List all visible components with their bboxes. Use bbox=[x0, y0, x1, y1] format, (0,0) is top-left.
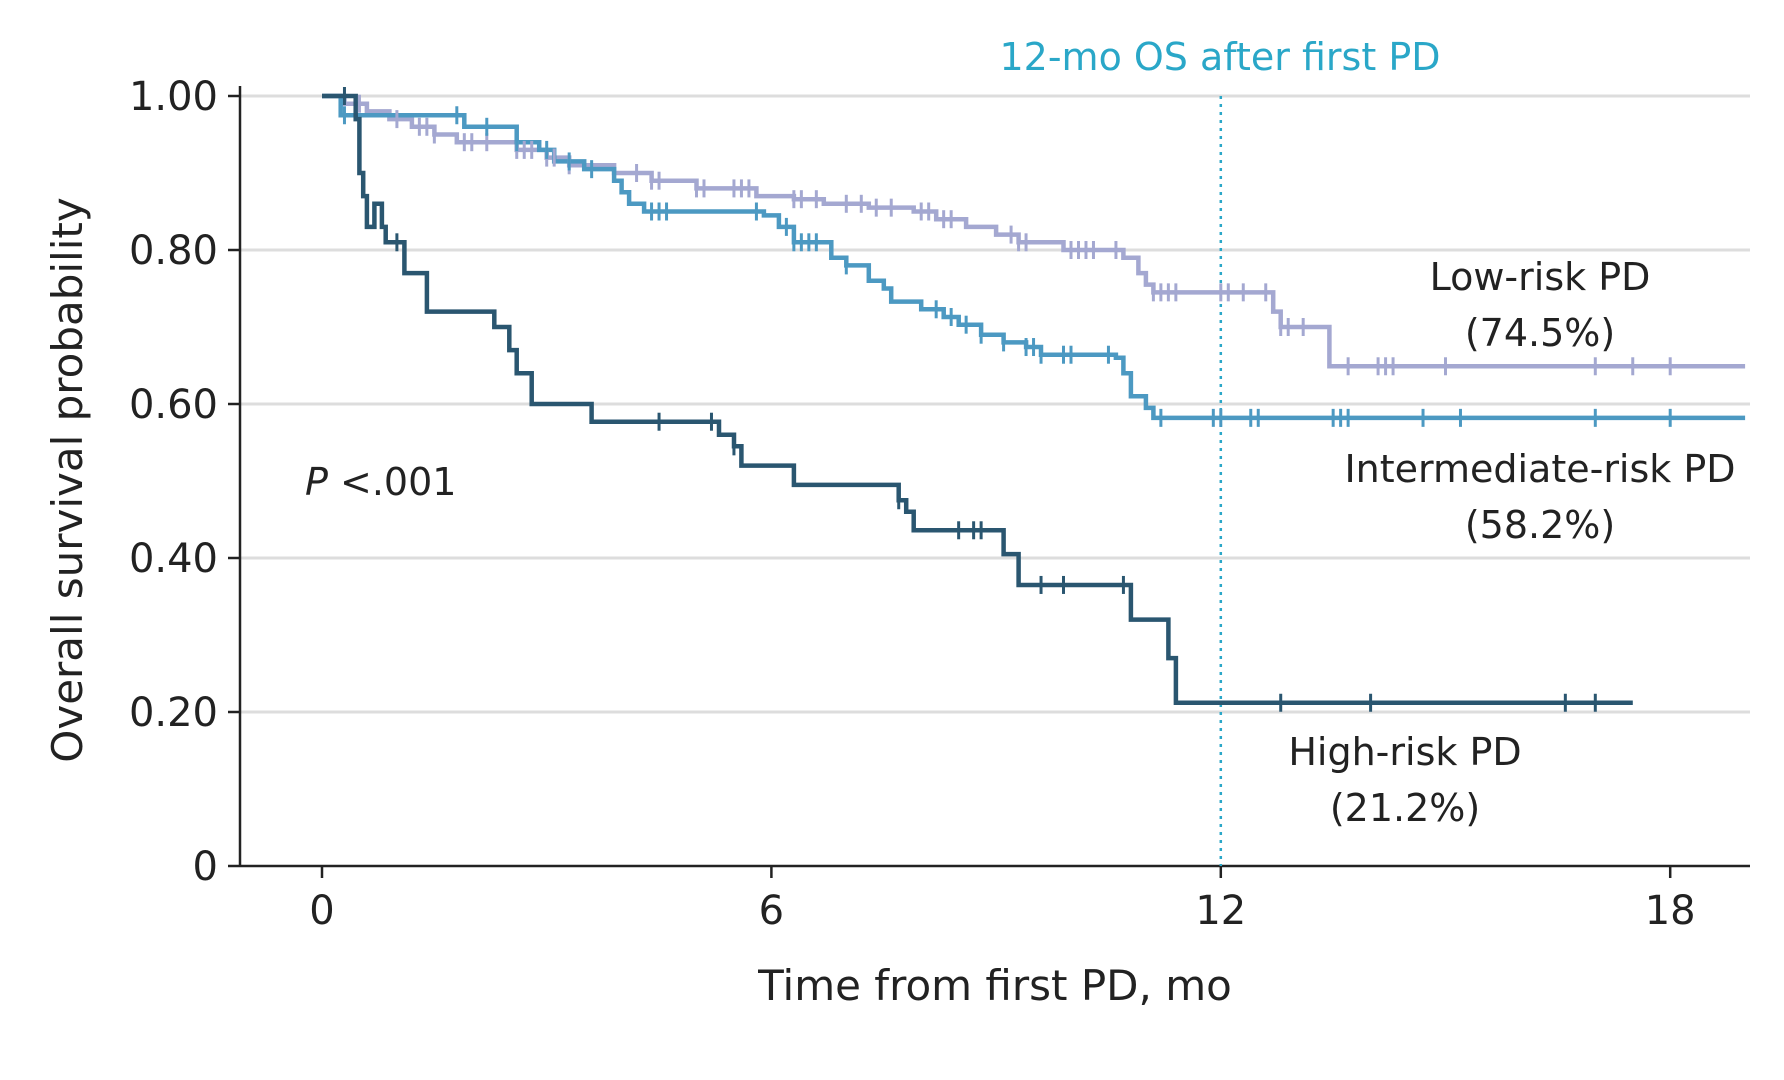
y-tick-label-0: 0 bbox=[193, 844, 218, 890]
series-label-intermediate-risk-pd-line2: (58.2%) bbox=[1465, 503, 1615, 547]
p-value-italic: P bbox=[305, 460, 328, 504]
series-label-high-risk-pd-line1: High-risk PD bbox=[1288, 730, 1521, 774]
series-label-low-risk-pd-line1: Low-risk PD bbox=[1430, 255, 1651, 299]
p-value-annotation: P <.001 bbox=[305, 460, 456, 504]
reference-line-label: 12-mo OS after first PD bbox=[999, 35, 1440, 79]
x-tick-label-2: 12 bbox=[1195, 888, 1246, 934]
x-axis-title: Time from first PD, mo bbox=[757, 961, 1232, 1010]
y-tick-label-1: 0.20 bbox=[129, 690, 218, 736]
y-tick-label-4: 0.80 bbox=[129, 228, 218, 274]
series-label-low-risk-pd-line2: (74.5%) bbox=[1465, 311, 1615, 355]
y-tick-label-5: 1.00 bbox=[129, 74, 218, 120]
x-tick-label-0: 0 bbox=[309, 888, 334, 934]
x-tick-label-1: 6 bbox=[759, 888, 784, 934]
y-tick-label-3: 0.60 bbox=[129, 382, 218, 428]
survival-curves bbox=[322, 93, 1746, 706]
grid-lines bbox=[240, 94, 1750, 714]
series-label-high-risk-pd-line2: (21.2%) bbox=[1330, 786, 1480, 830]
series-labels: Low-risk PD (74.5%) Intermediate-risk PD (5… bbox=[1288, 255, 1735, 830]
curve-high-risk-pd bbox=[322, 93, 1633, 706]
x-tick-label-3: 18 bbox=[1645, 888, 1696, 934]
curve-intermediate-risk-pd bbox=[322, 93, 1746, 421]
y-axis-title: Overall survival probability bbox=[43, 197, 92, 762]
series-label-intermediate-risk-pd-line1: Intermediate-risk PD bbox=[1344, 447, 1735, 491]
censor-marks bbox=[342, 87, 1672, 712]
y-tick-label-2: 0.40 bbox=[129, 536, 218, 582]
p-value-rest: <.001 bbox=[328, 460, 457, 504]
axes: 0 0.20 0.40 0.60 0.80 1.00 0 6 12 18 bbox=[129, 74, 1750, 934]
